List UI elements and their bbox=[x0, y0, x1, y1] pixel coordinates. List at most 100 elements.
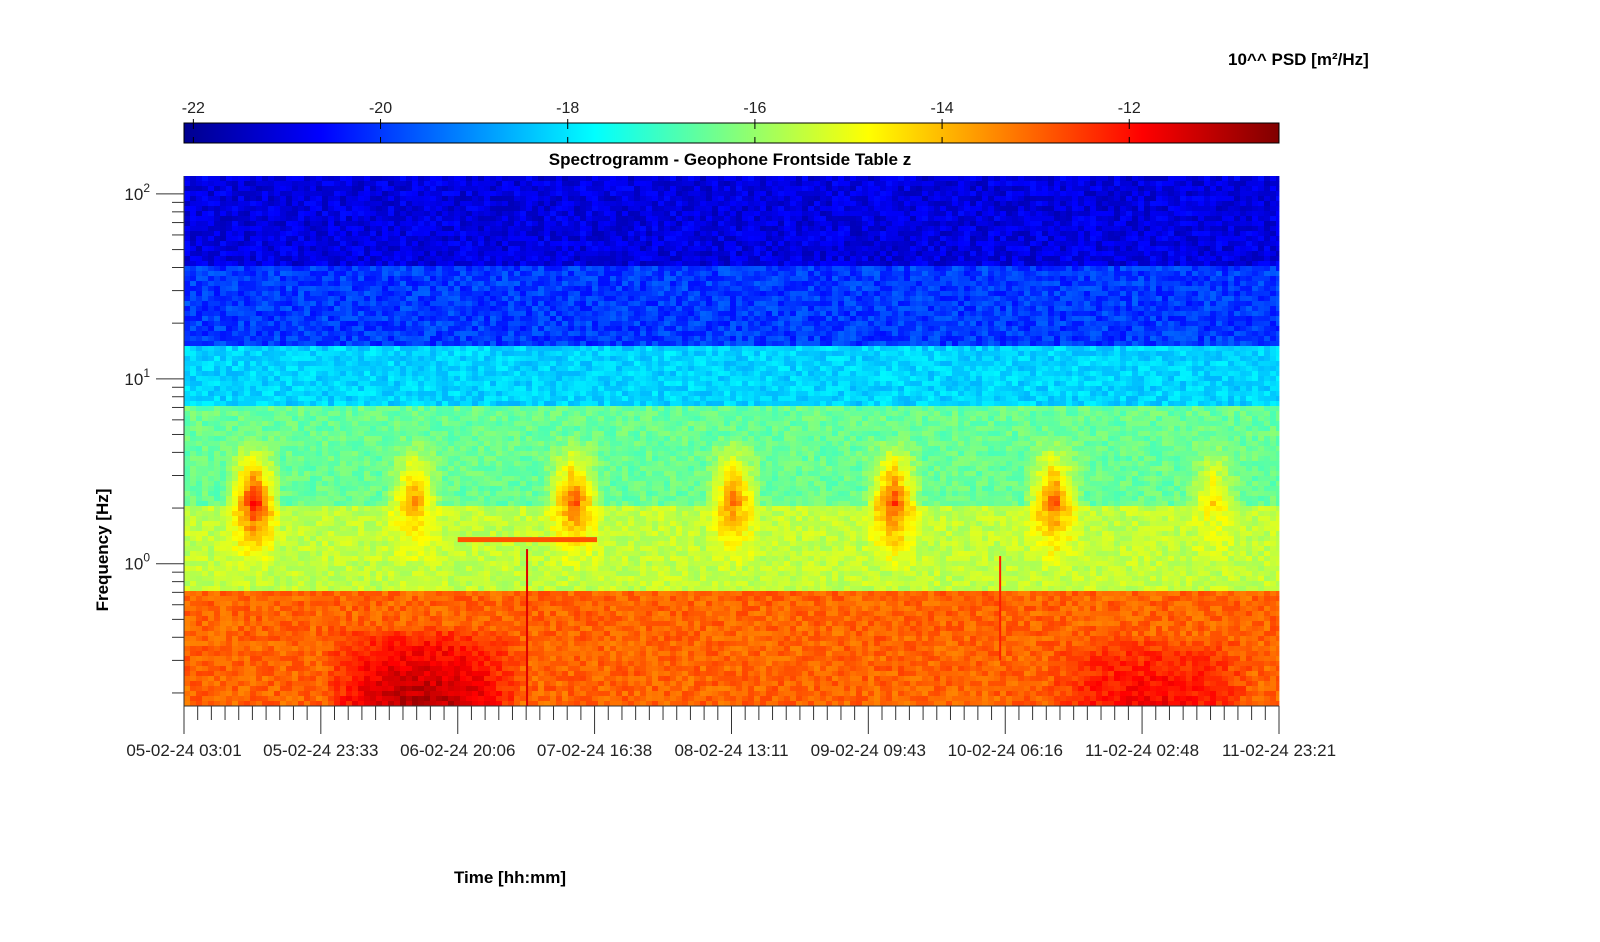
psd-cell bbox=[526, 231, 533, 237]
psd-cell bbox=[1036, 271, 1043, 277]
psd-cell bbox=[850, 236, 857, 242]
psd-cell bbox=[298, 291, 305, 297]
psd-cell bbox=[340, 266, 347, 272]
psd-cell bbox=[1216, 296, 1223, 302]
psd-cell bbox=[1006, 271, 1013, 277]
psd-cell bbox=[700, 221, 707, 227]
psd-cell bbox=[1204, 306, 1211, 312]
psd-cell bbox=[328, 181, 335, 187]
psd-cell bbox=[418, 216, 425, 222]
psd-cell bbox=[370, 191, 377, 197]
psd-cell bbox=[520, 281, 527, 287]
psd-cell bbox=[946, 236, 953, 242]
psd-cell bbox=[1042, 286, 1049, 292]
psd-cell bbox=[886, 256, 893, 262]
psd-cell bbox=[1024, 201, 1031, 207]
psd-cell bbox=[1024, 266, 1031, 272]
psd-cell bbox=[526, 251, 533, 257]
psd-cell bbox=[1072, 241, 1079, 247]
psd-cell bbox=[406, 261, 413, 267]
psd-cell bbox=[934, 211, 941, 217]
psd-cell bbox=[658, 266, 665, 272]
psd-cell bbox=[682, 296, 689, 302]
psd-cell bbox=[454, 176, 461, 182]
psd-cell bbox=[1270, 256, 1277, 262]
psd-cell bbox=[1060, 206, 1067, 212]
psd-cell bbox=[370, 311, 377, 317]
psd-cell bbox=[1006, 211, 1013, 217]
psd-cell bbox=[490, 291, 497, 297]
psd-cell bbox=[802, 261, 809, 267]
psd-cell bbox=[706, 291, 713, 297]
psd-cell bbox=[502, 196, 509, 202]
psd-cell bbox=[994, 211, 1001, 217]
psd-cell bbox=[448, 281, 455, 287]
psd-cell bbox=[910, 271, 917, 277]
psd-cell bbox=[364, 246, 371, 252]
psd-cell bbox=[526, 266, 533, 272]
psd-cell bbox=[490, 301, 497, 307]
psd-cell bbox=[1114, 216, 1121, 222]
psd-cell bbox=[208, 231, 215, 237]
psd-cell bbox=[604, 271, 611, 277]
psd-cell bbox=[424, 211, 431, 217]
psd-cell bbox=[736, 191, 743, 197]
psd-cell bbox=[1198, 291, 1205, 297]
psd-cell bbox=[220, 221, 227, 227]
psd-cell bbox=[322, 191, 329, 197]
psd-cell bbox=[1030, 286, 1037, 292]
psd-cell bbox=[370, 216, 377, 222]
psd-cell bbox=[1114, 211, 1121, 217]
psd-cell bbox=[694, 306, 701, 312]
psd-cell bbox=[340, 181, 347, 187]
psd-cell bbox=[730, 256, 737, 262]
psd-cell bbox=[862, 306, 869, 312]
psd-cell bbox=[652, 206, 659, 212]
psd-cell bbox=[226, 181, 233, 187]
psd-cell bbox=[1216, 256, 1223, 262]
psd-cell bbox=[814, 216, 821, 222]
psd-cell bbox=[916, 286, 923, 292]
psd-cell bbox=[1090, 261, 1097, 267]
psd-cell bbox=[886, 186, 893, 192]
psd-cell bbox=[898, 286, 905, 292]
psd-cell bbox=[892, 201, 899, 207]
psd-cell bbox=[808, 256, 815, 262]
psd-cell bbox=[184, 226, 191, 232]
psd-cell bbox=[184, 236, 191, 242]
psd-cell bbox=[964, 191, 971, 197]
psd-cell bbox=[1252, 256, 1259, 262]
psd-cell bbox=[856, 241, 863, 247]
psd-cell bbox=[988, 276, 995, 282]
psd-cell bbox=[1006, 181, 1013, 187]
psd-cell bbox=[1156, 276, 1163, 282]
psd-cell bbox=[580, 216, 587, 222]
psd-cell bbox=[1018, 221, 1025, 227]
psd-cell bbox=[568, 236, 575, 242]
psd-cell bbox=[1048, 251, 1055, 257]
psd-cell bbox=[556, 301, 563, 307]
psd-cell bbox=[418, 206, 425, 212]
psd-cell bbox=[202, 191, 209, 197]
psd-cell bbox=[568, 176, 575, 182]
psd-cell bbox=[1138, 231, 1145, 237]
psd-cell bbox=[712, 306, 719, 312]
psd-cell bbox=[808, 216, 815, 222]
psd-cell bbox=[1084, 301, 1091, 307]
psd-cell bbox=[706, 236, 713, 242]
psd-cell bbox=[724, 306, 731, 312]
psd-cell bbox=[880, 251, 887, 257]
psd-cell bbox=[994, 206, 1001, 212]
psd-cell bbox=[988, 216, 995, 222]
psd-cell bbox=[334, 296, 341, 302]
psd-cell bbox=[460, 201, 467, 207]
psd-cell bbox=[1138, 236, 1145, 242]
psd-cell bbox=[508, 206, 515, 212]
psd-cell bbox=[580, 266, 587, 272]
psd-cell bbox=[226, 186, 233, 192]
psd-cell bbox=[412, 206, 419, 212]
psd-cell bbox=[910, 211, 917, 217]
psd-cell bbox=[1210, 266, 1217, 272]
psd-cell bbox=[400, 186, 407, 192]
psd-cell bbox=[832, 286, 839, 292]
